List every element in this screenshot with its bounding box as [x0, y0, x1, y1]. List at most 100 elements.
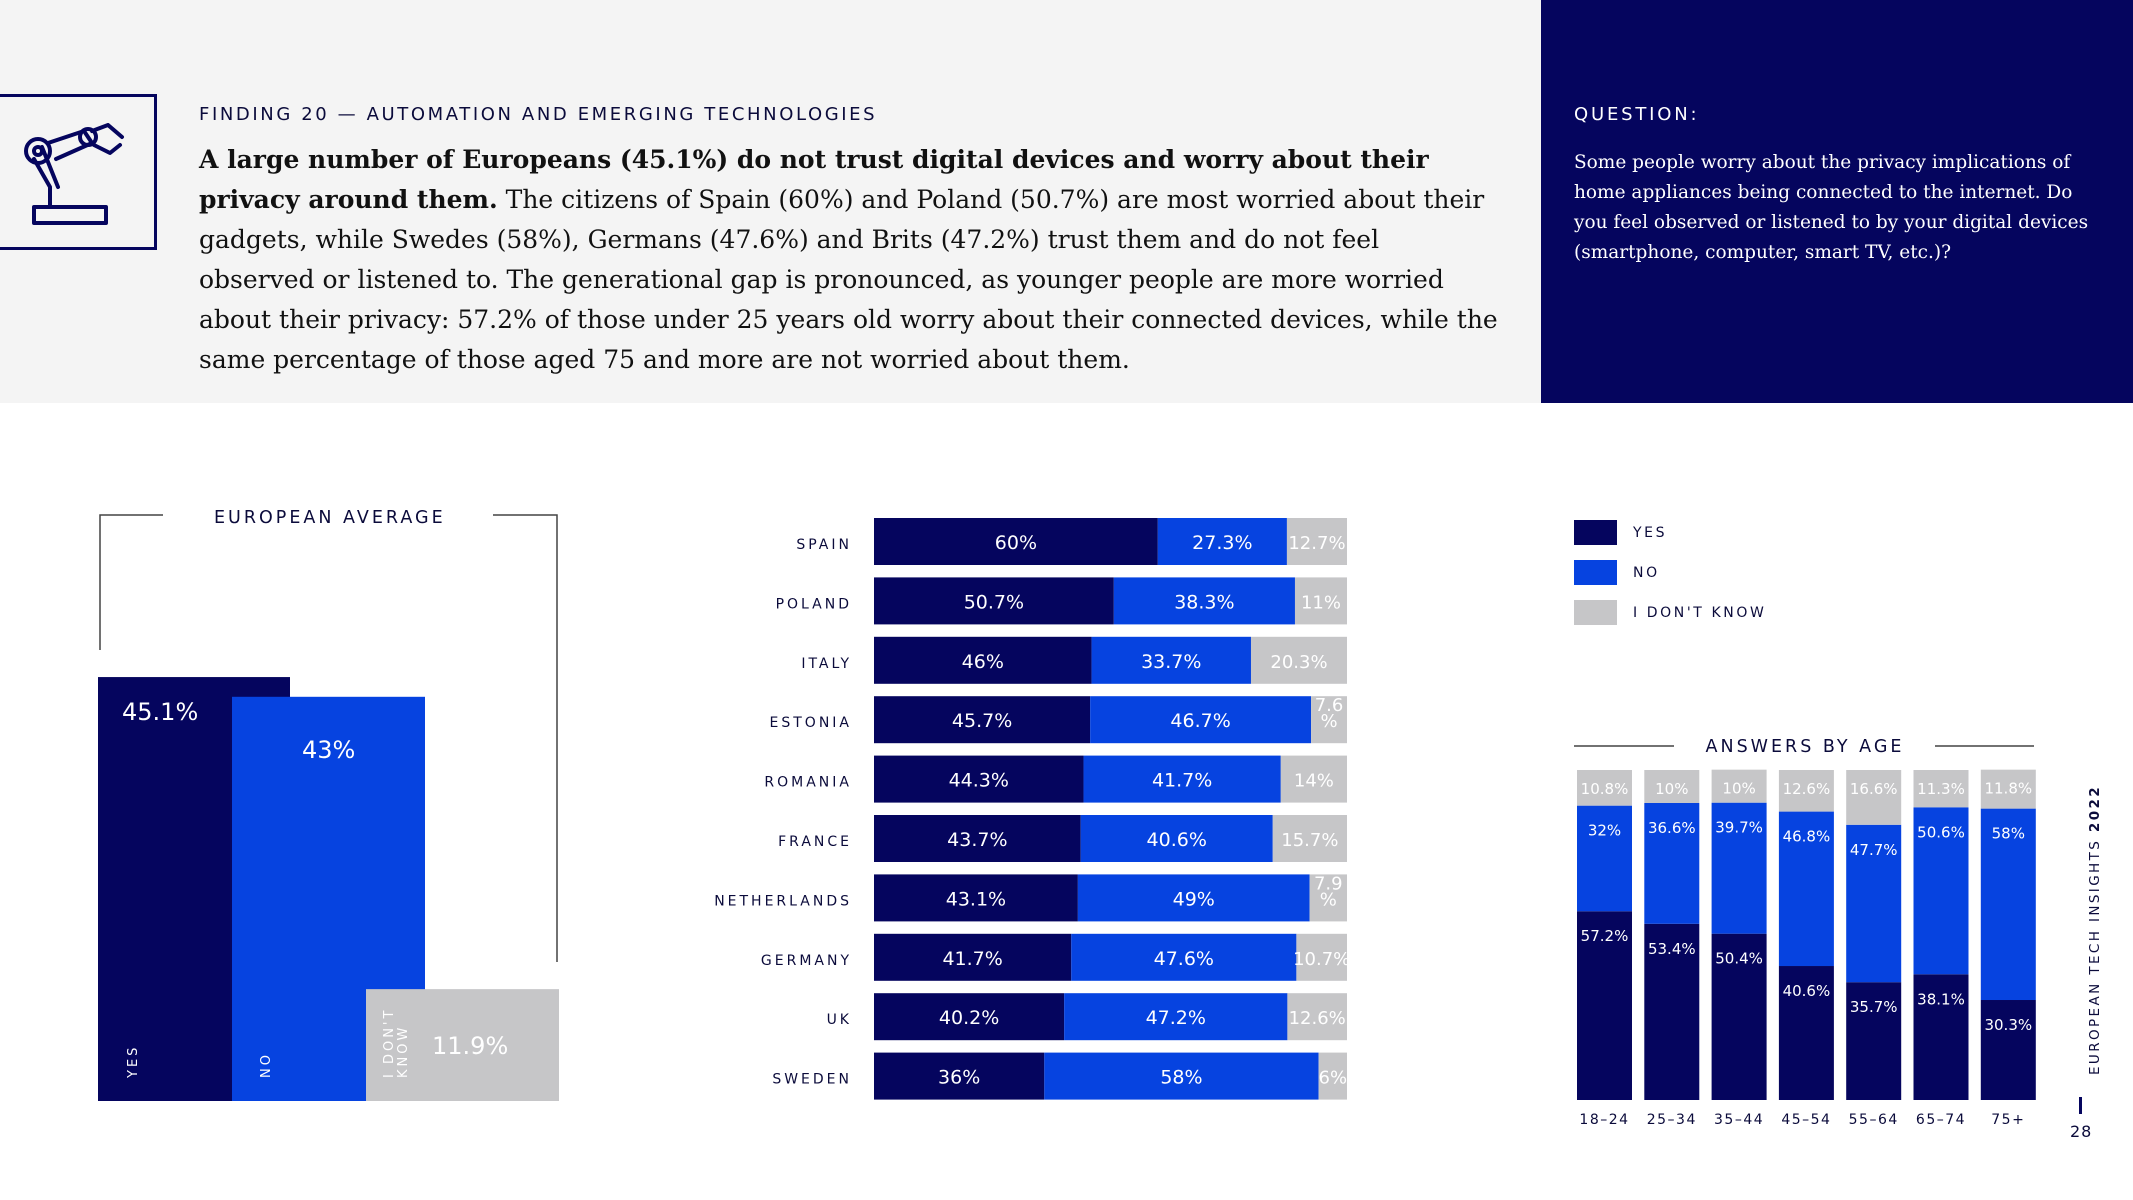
series-label: EUROPEAN TECH INSIGHTS 2022	[2087, 785, 2103, 1075]
country-label-france: FRANCE	[778, 834, 852, 850]
country-bar-sweden-i-don-t-know	[1318, 1052, 1347, 1100]
country-bar-spain-no	[1157, 518, 1287, 565]
country-value-label: 36%	[938, 1067, 980, 1089]
age-category-label: 45–54	[1781, 1112, 1831, 1128]
age-value-label: 16.6%	[1850, 780, 1898, 798]
country-bar-netherlands-yes	[874, 874, 1078, 922]
country-bar-italy-i-don-t-know	[1250, 636, 1347, 684]
age-value-label: 10.8%	[1581, 780, 1629, 798]
country-bar-italy-yes	[874, 636, 1092, 684]
country-value-label: 41.7%	[1152, 770, 1212, 792]
age-bar-4-yes	[1846, 982, 1902, 1100]
age-value-label: 39.7%	[1715, 819, 1763, 837]
age-bar-5-i-don-t-know	[1913, 770, 1969, 808]
legend-label-dont-know: I DON'T KNOW	[1633, 605, 1767, 621]
country-bar-poland-no	[1113, 577, 1295, 625]
age-category-label: 18–24	[1579, 1112, 1629, 1128]
age-value-label: 46.8%	[1783, 828, 1831, 846]
country-value-label: 6%	[1319, 1068, 1348, 1089]
age-chart-title: ANSWERS BY AGE	[1706, 737, 1905, 757]
age-category-label: 75+	[1991, 1112, 2025, 1128]
country-bar-estonia-i-don-t-know	[1311, 696, 1347, 744]
age-value-label: 47.7%	[1850, 841, 1898, 859]
age-bar-6-yes	[1980, 1000, 2036, 1100]
finding-body-text: The citizens of Spain (60%) and Poland (…	[199, 185, 1498, 374]
country-bar-romania-yes	[874, 755, 1084, 803]
country-value-label: 45.7%	[952, 710, 1012, 732]
country-value-label: 41.7%	[942, 948, 1002, 970]
age-bar-5-no	[1913, 807, 1969, 975]
country-bar-france-i-don-t-know	[1272, 815, 1347, 862]
legend-swatch-yes	[1574, 520, 1617, 545]
avg-category-label-no: NO	[259, 1052, 274, 1078]
country-value-label: 10.7%	[1293, 949, 1350, 970]
legend-label-yes: YES	[1633, 525, 1668, 541]
country-value-label: 44.3%	[949, 770, 1009, 792]
age-value-label: 32%	[1588, 822, 1621, 840]
country-value-label: 15.7%	[1281, 830, 1338, 851]
age-value-label: 10%	[1655, 780, 1688, 798]
country-bar-spain-i-don-t-know	[1286, 518, 1347, 565]
age-bar-1-i-don-t-know	[1644, 770, 1700, 803]
age-bar-3-yes	[1778, 966, 1834, 1100]
age-value-label: 11.3%	[1917, 780, 1965, 798]
question-label: QUESTION:	[1574, 104, 1700, 125]
avg-chart-title: EUROPEAN AVERAGE	[214, 508, 446, 528]
country-label-estonia: ESTONIA	[770, 715, 852, 731]
age-value-label: 50.6%	[1917, 823, 1965, 841]
age-bar-5-yes	[1913, 974, 1969, 1100]
question-text: Some people worry about the privacy impl…	[1574, 152, 2089, 263]
country-bar-netherlands-no	[1077, 874, 1310, 922]
country-value-label: 20.3%	[1270, 652, 1327, 673]
country-label-romania: ROMANIA	[764, 775, 852, 791]
country-value-label: 40.2%	[939, 1007, 999, 1029]
country-value-label: 43.7%	[947, 829, 1007, 851]
country-bar-sweden-yes	[874, 1052, 1045, 1100]
finding-paragraph: A large number of Europeans (45.1%) do n…	[199, 140, 1499, 380]
age-bar-2-yes	[1711, 933, 1767, 1100]
country-bar-sweden-no	[1044, 1052, 1319, 1100]
country-bar-estonia-no	[1090, 696, 1312, 744]
country-value-label: %	[1320, 711, 1337, 732]
age-category-label: 35–44	[1714, 1112, 1764, 1128]
age-bar-1-yes	[1644, 923, 1700, 1100]
legend-swatch-no	[1574, 560, 1617, 585]
finding-label: FINDING 20 — AUTOMATION AND EMERGING TEC…	[199, 104, 878, 125]
country-value-label: 40.6%	[1147, 829, 1207, 851]
age-bar-2-no	[1711, 802, 1767, 934]
country-label-netherlands: NETHERLANDS	[714, 893, 852, 909]
country-value-label: %	[1320, 889, 1337, 910]
question-panel	[1541, 0, 2133, 403]
country-label-uk: UK	[827, 1012, 852, 1028]
country-label-poland: POLAND	[776, 596, 852, 612]
country-bar-uk-i-don-t-know	[1287, 993, 1347, 1041]
age-bar-0-i-don-t-know	[1577, 770, 1632, 806]
country-value-label: 7.6	[1315, 695, 1344, 716]
header-band	[0, 0, 1541, 403]
age-value-label: 50.4%	[1715, 950, 1763, 968]
country-label-sweden: SWEDEN	[772, 1072, 852, 1088]
age-value-label: 38.1%	[1917, 990, 1965, 1008]
age-bar-2-i-don-t-know	[1711, 769, 1767, 803]
age-bar-0-no	[1577, 805, 1632, 912]
country-bar-uk-yes	[874, 993, 1065, 1041]
page-number: 28	[2070, 1122, 2093, 1141]
country-bar-poland-i-don-t-know	[1294, 577, 1347, 625]
legend-swatch-dont-know	[1574, 600, 1617, 625]
country-value-label: 58%	[1160, 1067, 1202, 1089]
age-value-label: 53.4%	[1648, 940, 1696, 958]
avg-value-label-no: 43%	[302, 736, 355, 764]
series-year: 2022	[2087, 784, 2103, 833]
age-value-label: 12.6%	[1783, 780, 1831, 798]
country-value-label: 43.1%	[946, 888, 1006, 910]
finding-bold-sentence: A large number of Europeans (45.1%) do n…	[199, 145, 1429, 214]
avg-category-label-dont-know: I DON'T	[382, 1008, 397, 1078]
series-prefix: EUROPEAN TECH INSIGHTS	[2087, 832, 2103, 1075]
country-bar-romania-no	[1083, 755, 1281, 803]
country-value-label: 47.6%	[1154, 948, 1214, 970]
country-bar-netherlands-i-don-t-know	[1309, 874, 1347, 922]
country-bar-germany-i-don-t-know	[1296, 933, 1347, 981]
